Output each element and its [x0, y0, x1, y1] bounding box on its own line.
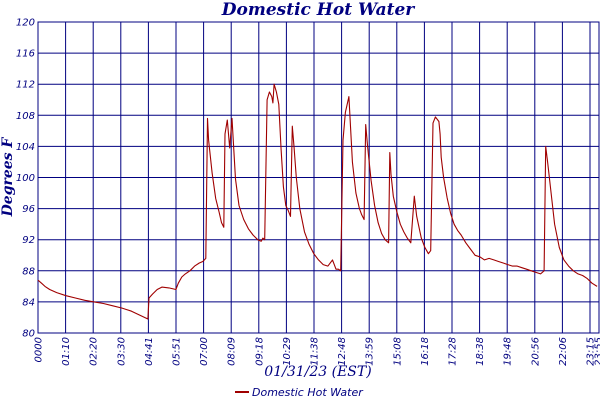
x-tick-label: 11:38	[310, 337, 321, 366]
x-tick-label: 02:20	[89, 337, 100, 366]
y-tick-label: 116	[16, 49, 35, 60]
y-tick-label: 88	[22, 266, 35, 277]
y-tick-label: 120	[16, 18, 35, 29]
x-tick-label: 12:48	[337, 337, 348, 366]
x-axis-ticks: 0000 01:10 02:20 03:30 04:41 05:51 07:00 08:09 0…	[34, 337, 600, 366]
x-tick-label: 10:29	[282, 337, 293, 366]
x-tick-label: 17:28	[448, 337, 459, 366]
y-tick-label: 100	[16, 173, 35, 184]
x-tick-label: 13:59	[365, 337, 376, 366]
x-tick-label: 0000	[34, 337, 45, 362]
legend-label-domestic-hot-water: Domestic Hot Water	[252, 386, 364, 399]
legend: Domestic Hot Water	[235, 386, 364, 399]
x-tick-label: 23:15	[586, 337, 597, 366]
x-tick-label: 09:18	[254, 337, 265, 366]
y-tick-label: 80	[22, 329, 35, 340]
x-tick-label: 20:56	[530, 337, 541, 366]
y-tick-label: 112	[16, 80, 35, 91]
x-tick-label: 18:38	[475, 337, 486, 366]
y-axis-label: Degrees F	[0, 137, 16, 218]
x-tick-label: 07:00	[199, 337, 210, 366]
x-tick-label: 08:09	[227, 337, 238, 366]
grid-lines	[37, 21, 599, 334]
x-tick-label: 22:06	[558, 337, 569, 366]
series-line-domestic-hot-water	[37, 83, 598, 320]
x-axis-label: 01/31/23 (EST)	[264, 364, 371, 380]
y-tick-label: 96	[22, 204, 35, 215]
y-tick-label: 84	[22, 297, 35, 308]
x-tick-label: 01:10	[61, 337, 72, 366]
x-tick-label: 19:48	[503, 337, 514, 366]
x-tick-label: 15:08	[392, 337, 403, 366]
y-tick-label: 92	[22, 235, 35, 246]
y-axis-ticks: 80 84 88 92 96 100 104 108 112 116 120	[16, 18, 35, 340]
y-tick-label: 108	[16, 111, 35, 122]
x-tick-label: 23:55	[594, 337, 600, 366]
y-tick-label: 104	[16, 142, 35, 153]
x-tick-label: 05:51	[172, 337, 183, 366]
x-tick-label: 04:41	[144, 337, 155, 366]
x-tick-label: 03:30	[116, 337, 127, 366]
plot-area-border	[37, 21, 600, 334]
chart-title: Domestic Hot Water	[221, 0, 416, 20]
x-tick-label: 16:18	[420, 337, 431, 366]
